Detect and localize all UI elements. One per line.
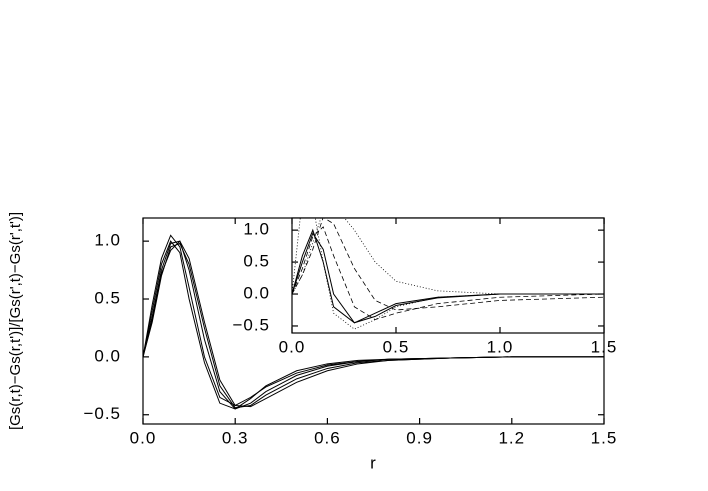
y-tick-label: −0.5 [83,404,121,423]
x-tick-label: 1.0 [487,337,514,356]
x-tick-label: 0.5 [383,337,410,356]
x-tick-label: 0.0 [279,337,306,356]
y-tick-label: 0.5 [243,252,270,271]
data-line [143,240,604,408]
x-tick-label: 0.0 [130,428,157,447]
x-tick-label: 0.3 [222,428,249,447]
data-line [292,218,604,311]
data-line [292,218,604,295]
x-tick-label: 1.5 [591,428,618,447]
x-tick-label: 0.9 [406,428,433,447]
y-tick-label: 0.0 [243,284,270,303]
x-tick-label: 1.2 [498,428,525,447]
y-tick-label: 0.0 [94,346,121,365]
inset-background [292,218,604,333]
plot-area [292,218,604,330]
y-tick-label: −0.5 [232,315,270,334]
x-tick-label: 0.6 [314,428,341,447]
data-line [292,232,604,324]
y-tick-label: 0.5 [94,288,121,307]
plot-area [143,234,604,410]
x-tick-label: 1.5 [591,337,618,356]
y-tick-label: 1.0 [94,231,121,250]
data-line [143,240,604,410]
data-line [292,226,604,321]
axes-frame [291,217,605,334]
y-axis-label: [Gs(r,t)−Gs(r,t')]/[Gs(r',t)−Gs(r',t')] [7,212,24,430]
x-axis-label: r [370,453,377,472]
y-tick-label: 1.0 [243,220,270,239]
